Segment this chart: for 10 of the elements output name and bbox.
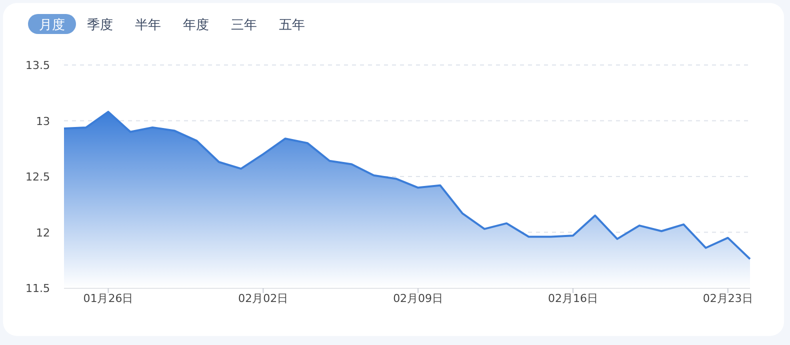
y-tick-label: 12.5 [26,170,50,184]
y-tick-label: 11.5 [26,282,50,295]
y-tick-label: 13.5 [26,59,50,72]
x-tick-label: 02月23日 [702,292,753,305]
y-tick-label: 13 [36,114,50,128]
y-tick-label: 12 [36,226,50,240]
x-tick-label: 02月09日 [393,292,444,305]
x-tick-label: 02月02日 [238,292,288,305]
x-tick-label: 01月26日 [83,292,134,305]
x-tick-label: 02月16日 [548,292,598,305]
